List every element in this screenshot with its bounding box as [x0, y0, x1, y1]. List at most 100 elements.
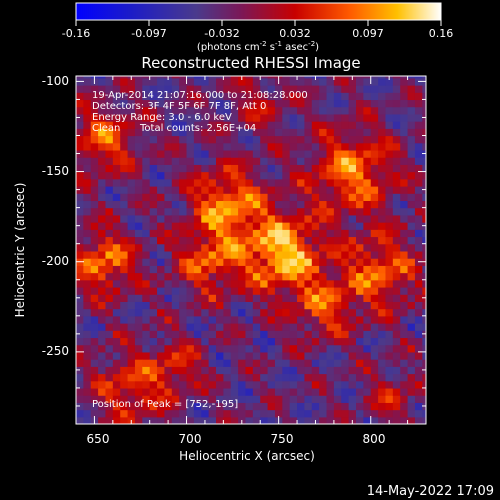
heatmap-cell [378, 106, 387, 115]
heatmap-cell [201, 359, 210, 367]
heatmap-cell [297, 85, 306, 93]
heatmap-cell [230, 77, 239, 86]
heatmap-cell [378, 128, 387, 137]
heatmap-cell [311, 351, 320, 360]
heatmap-cell [297, 76, 306, 79]
heatmap-cell [252, 113, 261, 122]
heatmap-cell [201, 265, 210, 274]
heatmap-cell [356, 359, 364, 367]
heatmap-cell [230, 99, 239, 108]
heatmap-cell [326, 380, 335, 389]
heatmap-cell [422, 395, 426, 403]
heatmap-cell [149, 229, 158, 238]
heatmap-cell [83, 92, 92, 101]
heatmap-cell [326, 416, 335, 424]
heatmap-cell [164, 164, 173, 173]
colorbar-tick-label-3: 0.032 [279, 27, 311, 40]
heatmap-cell [90, 373, 99, 382]
heatmap-cell [326, 323, 335, 331]
heatmap-cell [98, 178, 107, 187]
heatmap-cell [341, 286, 350, 295]
heatmap-cell [407, 157, 416, 165]
heatmap-cell [341, 265, 350, 274]
heatmap-cell [392, 395, 401, 403]
heatmap-cell [341, 416, 350, 424]
heatmap-cell [134, 315, 143, 324]
heatmap-cell [282, 366, 291, 375]
heatmap-cell [304, 157, 313, 165]
heatmap-cell [356, 330, 364, 339]
heatmap-cell [319, 243, 328, 252]
heatmap-cell [400, 301, 409, 310]
heatmap-cell [297, 272, 306, 281]
heatmap-cell [422, 351, 426, 360]
heatmap-cell [120, 315, 129, 324]
heatmap-cell [83, 229, 92, 238]
heatmap-cell [267, 85, 276, 93]
heatmap-cell [245, 250, 254, 259]
heatmap-cell [274, 395, 283, 403]
heatmap-cell [289, 351, 298, 360]
heatmap-cell [407, 351, 416, 360]
heatmap-cell [149, 193, 158, 202]
heatmap-cell [127, 409, 136, 418]
heatmap-cell [90, 229, 99, 238]
heatmap-cell [134, 402, 143, 411]
heatmap-cell [392, 149, 401, 158]
heatmap-cell [90, 409, 99, 418]
heatmap-cell [149, 416, 158, 424]
heatmap-cell [422, 359, 426, 367]
heatmap-cell [83, 128, 92, 137]
heatmap-cell [326, 85, 335, 93]
heatmap-cell [245, 286, 254, 295]
heatmap-cell [297, 142, 306, 151]
heatmap-cell [356, 113, 364, 122]
heatmap-cell [400, 178, 409, 187]
heatmap-cell [267, 171, 276, 180]
heatmap-cell [289, 308, 298, 317]
heatmap-cell [201, 113, 210, 122]
heatmap-cell [112, 128, 121, 137]
heatmap-cell [385, 171, 394, 180]
heatmap-cell [171, 229, 180, 238]
heatmap-cell [223, 330, 232, 339]
heatmap-cell [142, 258, 151, 266]
heatmap-cell [105, 229, 114, 238]
heatmap-cell [311, 214, 320, 223]
heatmap-cell [311, 330, 320, 339]
colorbar-tick-label-0: -0.16 [62, 27, 90, 40]
heatmap-cell [193, 149, 202, 158]
heatmap-cell [326, 402, 335, 411]
heatmap-cell [149, 359, 158, 367]
heatmap-cell [157, 99, 166, 108]
heatmap-cell [311, 250, 320, 259]
heatmap-cell [201, 121, 210, 129]
heatmap-cell [186, 344, 195, 353]
heatmap-cell [105, 409, 114, 418]
heatmap-cell [186, 373, 195, 382]
heatmap-cell [127, 222, 136, 230]
heatmap-cell [208, 76, 217, 79]
heatmap-cell [392, 344, 401, 353]
heatmap-cell [414, 157, 423, 165]
heatmap-cell [378, 214, 387, 223]
heatmap-cell [348, 164, 357, 173]
heatmap-cell [348, 178, 357, 187]
heatmap-cell [274, 236, 283, 245]
heatmap-cell [186, 402, 195, 411]
heatmap-cell [341, 366, 350, 375]
heatmap-cell [333, 373, 342, 382]
heatmap-cell [90, 200, 99, 209]
heatmap-cell [414, 323, 423, 331]
heatmap-cell [171, 344, 180, 353]
heatmap-cell [407, 272, 416, 281]
heatmap-cell [83, 171, 92, 180]
heatmap-cell [260, 157, 269, 165]
heatmap-cell [370, 373, 379, 382]
heatmap-cell [348, 193, 357, 202]
heatmap-cell [356, 279, 364, 288]
heatmap-cell [392, 265, 401, 274]
heatmap-cell [98, 373, 107, 382]
heatmap-cell [319, 294, 328, 302]
heatmap-cell [105, 395, 114, 403]
